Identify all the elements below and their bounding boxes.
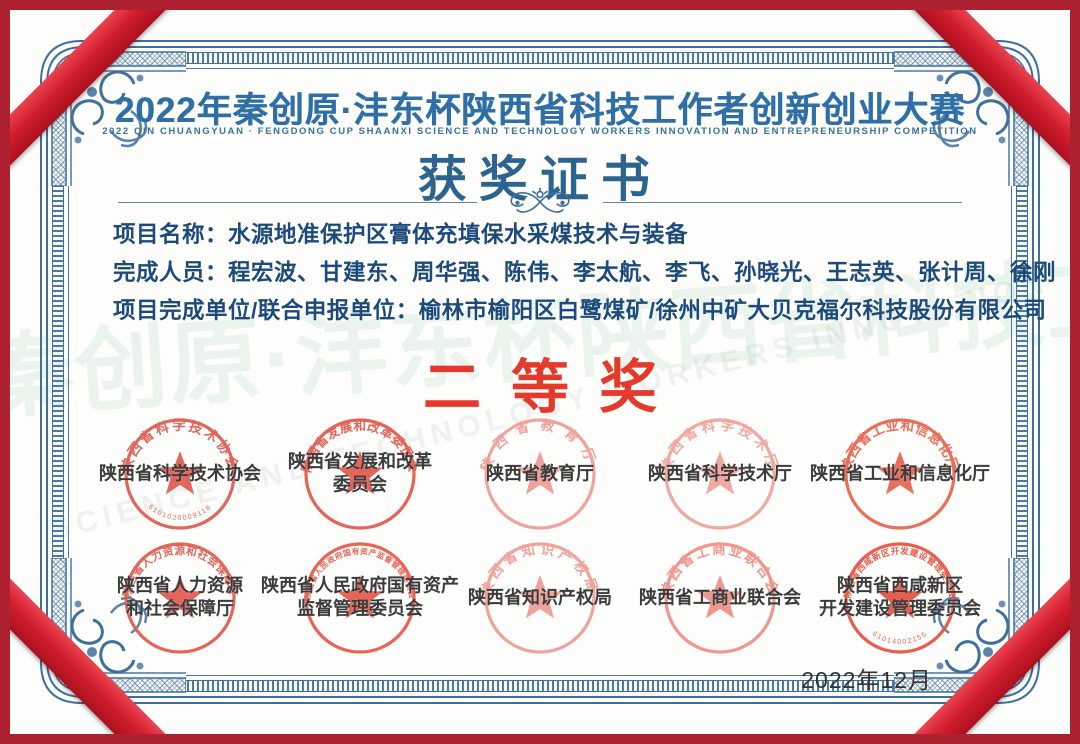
stamp-cell: 陕西省工业和信息化厅 陕西省工业和信息化厅: [810, 414, 990, 538]
official-seal: 陕西省知识产权局 陕西省知识产权局: [468, 538, 612, 658]
stamp-cell: 陕西省教育厅 陕西省教育厅: [450, 414, 630, 538]
field-label: 完成人员：: [113, 260, 229, 285]
seal-label: 陕西省知识产权局: [468, 587, 612, 608]
stamp-cell: 陕西省科学技术厅 陕西省科学技术厅: [630, 414, 810, 538]
stamp-cell: 陕西省发展和改革委员会 陕西省发展和改革 委员会: [270, 414, 450, 538]
official-seal: 陕西省人力资源和社会保障厅 陕西省人力资源 和社会保障厅: [117, 538, 243, 658]
official-seal: 陕西省工商业联合会 陕西省工商业联合会: [639, 538, 801, 658]
seal-graphic-icon: 陕西省知识产权局: [480, 540, 597, 654]
seal-label: 陕西省科学技术协会: [99, 463, 261, 484]
seal-label: 陕西省工业和信息化厅: [810, 463, 990, 484]
divider-flourish-icon: [510, 187, 570, 213]
official-seal: 陕西省科学技术厅 陕西省科学技术厅: [648, 414, 792, 534]
project-info: 项目名称：水源地准保护区膏体充填保水采煤技术与装备 完成人员：程宏波、甘建东、周…: [113, 216, 1056, 330]
official-seal: 陕西省发展和改革委员会 陕西省发展和改革 委员会: [288, 414, 432, 534]
issue-date: 2022年12月: [801, 667, 932, 693]
project-name-row: 项目名称：水源地准保护区膏体充填保水采煤技术与装备: [113, 216, 1000, 254]
seal-graphic-icon: 陕西省人民政府国有资产监督管理委员会: [302, 542, 417, 654]
stamp-cell: 陕西省西咸新区开发建设管理委员会 61014002155 陕西省西咸新区 开发建设管理…: [810, 538, 990, 662]
seal-label: 陕西省科学技术厅: [648, 463, 792, 484]
stamp-cell: 陕西省科学技术协会 6101020009118 陕西省科学技术协会: [90, 414, 270, 538]
field-label: 项目完成单位/联合申报单位：: [113, 298, 419, 323]
official-seal: 陕西省西咸新区开发建设管理委员会 61014002155 陕西省西咸新区 开发建设管理…: [819, 538, 981, 658]
organizations-row: 项目完成单位/联合申报单位：榆林市榆阳区白鹭煤矿/徐州中矿大贝克福尔科技股份有限…: [113, 292, 1046, 330]
stamp-cell: 陕西省知识产权局 陕西省知识产权局: [450, 538, 630, 662]
stamp-row-0: 陕西省科学技术协会 6101020009118 陕西省科学技术协会 陕西省发展和改革委…: [90, 414, 990, 538]
official-seal: 陕西省教育厅 陕西省教育厅: [480, 414, 600, 534]
header-divider: [118, 187, 962, 216]
seal-label: 陕西省发展和改革 委员会: [288, 451, 432, 495]
team-members-row: 完成人员：程宏波、甘建东、周华强、陈伟、李太航、李飞、孙晓光、王志英、张计周、徐…: [113, 254, 1056, 292]
stamp-row-1: 陕西省人力资源和社会保障厅 陕西省人力资源 和社会保障厅 陕西省人民政府国有资产监督管…: [90, 538, 990, 662]
award-grade: 二等奖: [422, 355, 687, 420]
seal-graphic-icon: 陕西省工商业联合会: [660, 541, 780, 654]
svg-text:6101020009118: 6101020009118: [147, 504, 213, 522]
seal-label: 陕西省工商业联合会: [639, 587, 801, 608]
seal-label: 陕西省西咸新区 开发建设管理委员会: [819, 575, 981, 619]
stamp-cell: 陕西省人力资源和社会保障厅 陕西省人力资源 和社会保障厅: [90, 538, 270, 662]
stamp-cell: 陕西省人民政府国有资产监督管理委员会 陕西省人民政府国有资产 监督管理委员会: [261, 538, 459, 662]
seal-graphic-icon: 陕西省教育厅: [480, 416, 596, 530]
seal-graphic-icon: 陕西省发展和改革委员会: [300, 418, 420, 530]
seal-label: 陕西省人力资源 和社会保障厅: [117, 575, 243, 619]
field-value: 程宏波、甘建东、周华强、陈伟、李太航、李飞、孙晓光、王志英、张计周、徐刚: [228, 260, 1057, 285]
seal-label: 陕西省教育厅: [486, 463, 594, 484]
competition-title-english: 2022 QIN CHUANGYUAN · FENGDONG CUP SHAAN…: [102, 126, 978, 137]
seal-graphic-icon: 陕西省人力资源和社会保障厅: [120, 542, 238, 654]
svg-text:61014002155: 61014002155: [871, 631, 929, 646]
stamp-cell: 陕西省工商业联合会 陕西省工商业联合会: [630, 538, 810, 662]
certificate-heading: 获奖证书: [417, 152, 662, 207]
seal-graphic-icon: 陕西省科学技术厅: [660, 416, 777, 530]
official-seal: 陕西省工业和信息化厅 陕西省工业和信息化厅: [810, 414, 990, 534]
frame-hatch-top: [52, 52, 1028, 64]
competition-title: 2022年秦创原·沣东杯陕西省科技工作者创新创业大赛: [114, 91, 966, 130]
field-value: 榆林市榆阳区白鹭煤矿/徐州中矿大贝克福尔科技股份有限公司: [418, 298, 1047, 323]
official-seal: 陕西省科学技术协会 6101020009118 陕西省科学技术协会: [99, 414, 261, 534]
official-seal: 陕西省人民政府国有资产监督管理委员会 陕西省人民政府国有资产 监督管理委员会: [261, 538, 459, 658]
field-label: 项目名称：: [113, 222, 229, 247]
seal-graphic-icon: 陕西省工业和信息化厅: [840, 418, 960, 530]
field-value: 水源地准保护区膏体充填保水采煤技术与装备: [228, 222, 689, 247]
seal-label: 陕西省人民政府国有资产 监督管理委员会: [261, 575, 459, 619]
